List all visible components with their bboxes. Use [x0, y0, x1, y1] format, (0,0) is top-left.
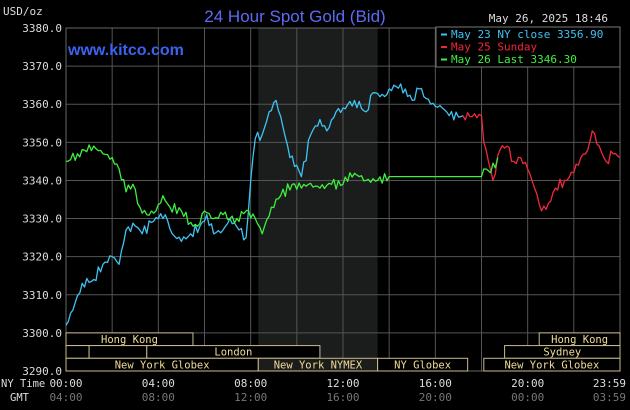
website-label: www.kitco.com: [67, 42, 184, 59]
x-row-label-ny: NY Time: [1, 378, 45, 390]
x-tick-label-gmt: 00:00: [511, 391, 544, 404]
y-unit-label: USD/oz: [3, 5, 43, 18]
y-tick-label: 3340.0: [22, 174, 62, 187]
session-box: [65, 345, 90, 359]
x-tick-label-gmt: 16:00: [326, 391, 359, 404]
session-bar: New York Globex: [65, 357, 259, 372]
x-tick-label-gmt: 12:00: [234, 391, 267, 404]
session-label: Hong Kong: [101, 334, 158, 346]
session-bar: Hong Kong: [538, 332, 621, 347]
y-tick-label: 3360.0: [22, 98, 62, 111]
series-line: [65, 144, 499, 235]
session-bar: Sydney: [504, 345, 621, 359]
y-tick-label: 3380.0: [22, 22, 62, 35]
y-tick-label: 3330.0: [22, 213, 62, 226]
session-label: New York Globex: [115, 359, 210, 371]
x-tick-label-ny: 00:00: [49, 377, 82, 390]
session-box: [377, 357, 469, 372]
nymex-shaded-region: [258, 28, 378, 371]
legend-entry: May 26 Last 3346.30: [451, 53, 577, 66]
legend-entry: May 23 NY close 3356.90: [451, 28, 603, 41]
session-box: [88, 345, 148, 359]
timestamp: May 26, 2025 18:46: [489, 12, 608, 25]
y-tick-label: 3310.0: [22, 289, 62, 302]
session-label: New York Globex: [504, 359, 599, 371]
session-label: London: [214, 347, 252, 359]
x-tick-label-gmt: 08:00: [142, 391, 175, 404]
session-label: Hong Kong: [551, 334, 608, 346]
x-tick-label-ny: 04:00: [142, 377, 175, 390]
x-tick-label-gmt: 03:59: [593, 391, 626, 404]
x-tick-label-ny: 16:00: [419, 377, 452, 390]
session-bar: New York Globex: [483, 357, 621, 372]
y-tick-label: 3300.0: [22, 327, 62, 340]
session-bar: London: [146, 345, 321, 359]
x-tick-label-ny: 20:00: [511, 377, 544, 390]
x-tick-label-gmt: 20:00: [419, 391, 452, 404]
chart-title: 24 Hour Spot Gold (Bid): [204, 7, 385, 26]
series-line: [65, 83, 464, 326]
session-bar: Hong Kong: [65, 332, 194, 347]
y-tick-label: 3370.0: [22, 60, 62, 73]
legend-box: [435, 26, 621, 68]
x-tick-label-ny: 23:59: [593, 377, 626, 390]
y-tick-label: 3350.0: [22, 136, 62, 149]
session-label: New York NYMEX: [274, 359, 363, 371]
session-bar: [88, 345, 148, 359]
session-bar: New York NYMEX: [257, 357, 379, 372]
series-line: [462, 112, 620, 212]
session-bar: [65, 345, 90, 359]
y-tick-label: 3320.0: [22, 251, 62, 264]
x-tick-label-ny: 12:00: [326, 377, 359, 390]
x-tick-label-gmt: 04:00: [49, 391, 82, 404]
x-tick-label-ny: 08:00: [234, 377, 267, 390]
y-tick-label: 3290.0: [22, 365, 62, 378]
legend-entry: May 25 Sunday: [451, 41, 537, 54]
session-label: Sydney: [543, 347, 581, 359]
x-row-label-gmt: GMT: [10, 392, 30, 404]
session-box: [483, 357, 621, 372]
session-bar: NY Globex: [377, 357, 469, 372]
session-label: NY Globex: [394, 359, 451, 371]
